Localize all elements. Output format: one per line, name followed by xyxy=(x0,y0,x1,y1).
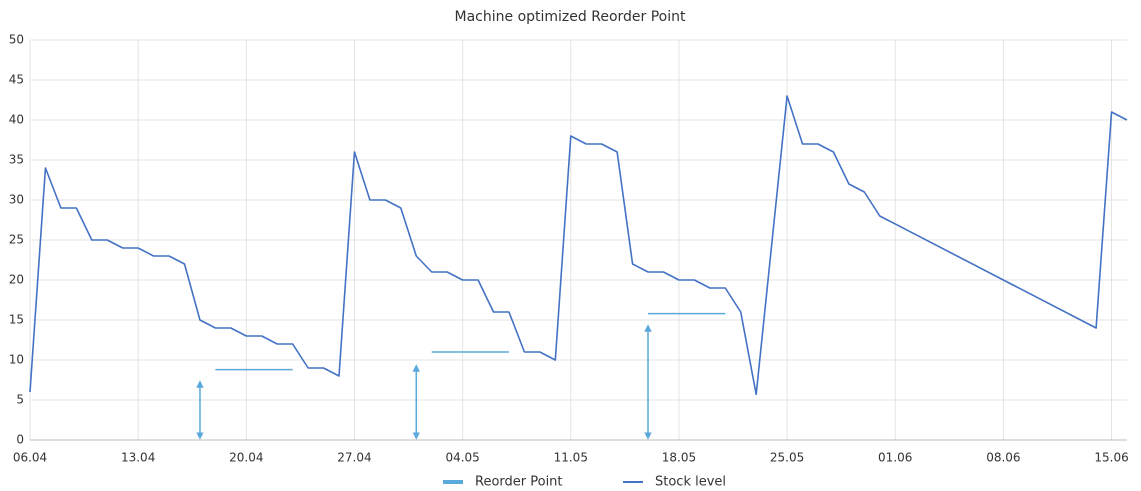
x-tick-label: 08.06 xyxy=(986,451,1020,465)
x-tick-label: 15.06 xyxy=(1094,451,1128,465)
legend-label: Reorder Point xyxy=(475,475,563,490)
x-tick-label: 18.05 xyxy=(662,451,696,465)
y-tick-label: 25 xyxy=(9,233,24,247)
x-tick-label: 27.04 xyxy=(337,451,371,465)
y-tick-label: 45 xyxy=(9,73,24,87)
x-tick-label: 04.05 xyxy=(445,451,479,465)
y-tick-label: 5 xyxy=(16,393,24,407)
y-tick-label: 0 xyxy=(16,433,24,447)
x-tick-label: 06.04 xyxy=(13,451,47,465)
x-tick-label: 13.04 xyxy=(121,451,155,465)
legend: Reorder Point Stock level xyxy=(443,475,726,490)
x-tick-label: 25.05 xyxy=(770,451,804,465)
y-tick-label: 35 xyxy=(9,153,24,167)
legend-label: Stock level xyxy=(655,475,726,490)
stock-line xyxy=(29,95,1128,396)
y-tick-label: 10 xyxy=(9,353,24,367)
y-tick-label: 30 xyxy=(9,193,24,207)
x-tick-label: 01.06 xyxy=(878,451,912,465)
y-tick-label: 50 xyxy=(9,33,24,47)
y-tick-label: 15 xyxy=(9,313,24,327)
y-tick-label: 20 xyxy=(9,273,24,287)
x-tick-label: 11.05 xyxy=(554,451,588,465)
x-tick-label: 20.04 xyxy=(229,451,263,465)
y-tick-label: 40 xyxy=(9,113,24,127)
chart-title: Machine optimized Reorder Point xyxy=(455,9,686,25)
